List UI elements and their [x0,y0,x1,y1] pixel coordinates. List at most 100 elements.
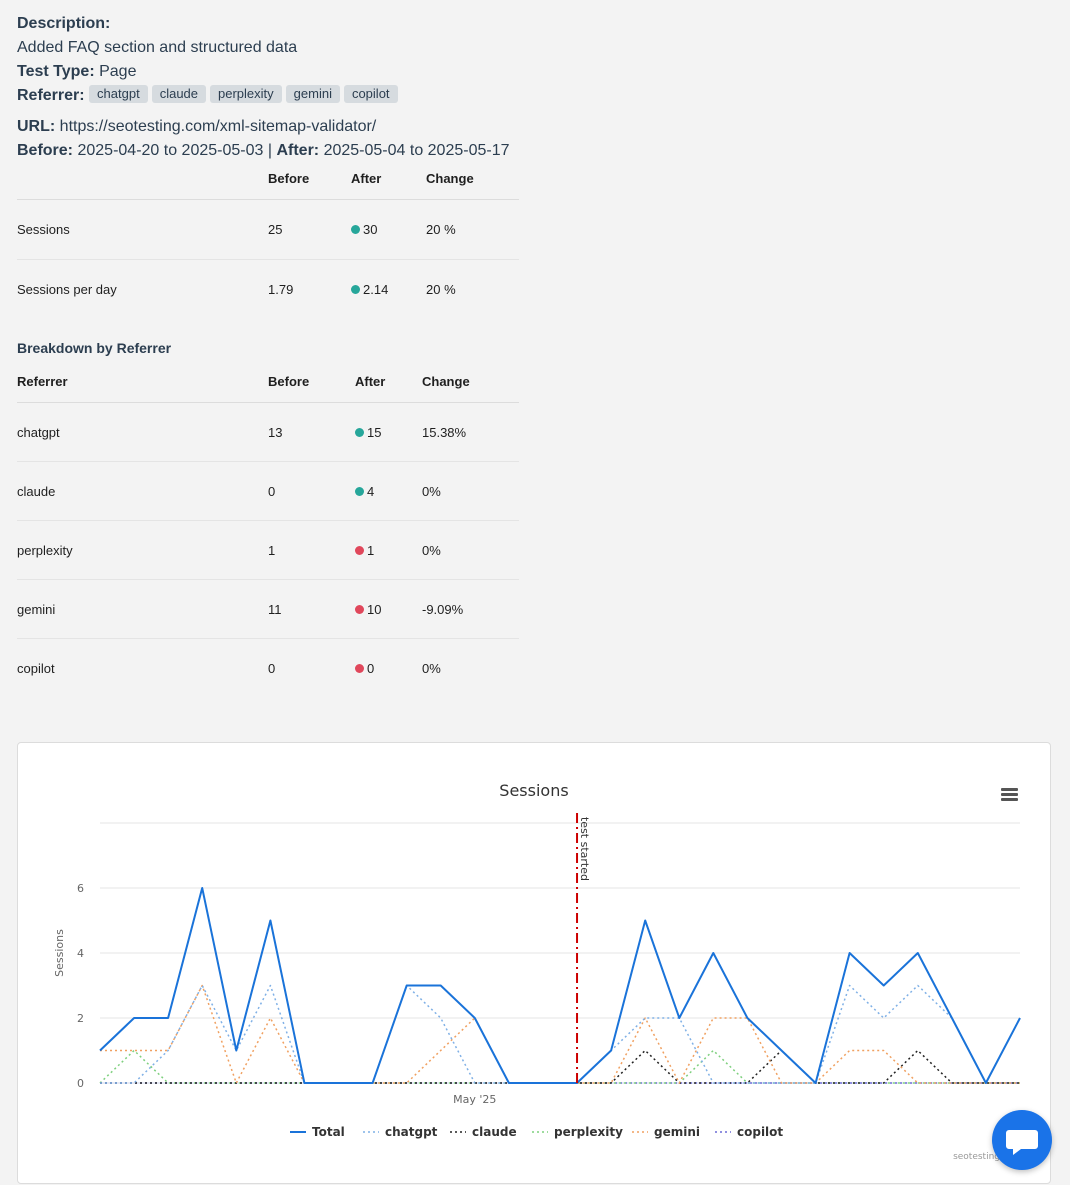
referrer-tag-chatgpt: chatgpt [89,85,148,103]
metric-label: Sessions per day [17,282,117,297]
status-down-icon [355,663,364,673]
y-axis-label: Sessions [53,929,66,977]
test-type-value: Page [99,63,137,80]
breakdown-table: Referrer Before After Change chatgpt 13 … [17,371,519,697]
summary-table: Before After Change Sessions 25 30 20 % … [17,168,519,319]
legend-label: gemini [654,1125,700,1139]
summary-header-row: Before After Change [17,168,519,200]
change-value: 0% [422,461,519,521]
summary-header-after: After [351,168,426,200]
legend-item-chatgpt[interactable]: chatgpt [363,1125,438,1139]
y-tick-label: 2 [77,1012,84,1025]
after-cell: 10 [355,579,422,639]
hamburger-menu-icon[interactable] [998,784,1020,804]
breakdown-header-change: Change [422,371,519,403]
after-cell: 2.14 [351,260,426,320]
series-line-claude [100,1049,1020,1084]
status-up-icon [351,285,360,294]
before-value: 11 [268,579,355,639]
before-label: Before: [17,142,74,159]
legend-label: claude [472,1125,517,1139]
url-line: URL: https://seotesting.com/xml-sitemap-… [17,115,510,139]
legend-item-perplexity[interactable]: perplexity [532,1125,623,1139]
description-label: Description: [17,15,111,32]
url-value: https://seotesting.com/xml-sitemap-valid… [59,118,377,135]
status-down-icon [355,545,364,555]
status-up-icon [355,427,364,437]
chat-bubble-icon [1006,1130,1038,1155]
metric-label: Sessions [17,199,268,260]
chat-button[interactable] [992,1110,1052,1170]
after-cell: 1 [355,520,422,580]
legend-item-copilot[interactable]: copilot [715,1125,783,1139]
x-tick-label: May '25 [453,1093,496,1106]
chart-credit: seotesting [953,1152,1000,1162]
test-info: Description: Added FAQ section and struc… [17,12,510,163]
after-range: 2025-05-04 to 2025-05-17 [323,142,510,159]
referrer-name: copilot [17,660,55,676]
legend-item-total[interactable]: Total [290,1125,345,1139]
referrer-label: Referrer: [17,87,85,104]
after-value: 0 [367,660,375,676]
series-line-chatgpt [100,984,1021,1084]
status-up-icon [355,486,364,496]
breakdown-header-row: Referrer Before After Change [17,371,519,403]
description-label-line: Description: [17,12,510,36]
y-tick-label: 4 [77,947,84,960]
chart-title: Sessions [499,781,568,800]
change-value: 15.38% [422,402,519,462]
summary-header-before: Before [268,168,351,200]
sessions-chart: Sessions Sessions 0 2 4 6 May '25 test start… [53,781,1021,1162]
legend-label: Total [312,1125,345,1139]
after-value: 30 [363,222,378,237]
url-label: URL: [17,118,56,135]
after-value: 1 [367,542,375,558]
status-down-icon [355,604,364,614]
y-tick-label: 6 [77,882,84,895]
legend-item-claude[interactable]: claude [450,1125,517,1139]
y-tick-label: 0 [77,1077,84,1090]
referrer-name: perplexity [17,520,268,580]
after-value: 15 [367,424,382,440]
before-value: 1.79 [268,282,294,297]
table-row: Sessions per day 1.79 2.14 20 % [17,260,519,320]
test-type-label: Test Type: [17,63,95,80]
change-value: 20 % [426,199,519,260]
after-value: 4 [367,483,375,499]
breakdown-header-referrer: Referrer [17,371,268,403]
status-up-icon [351,225,360,234]
table-row: gemini 11 10 -9.09% [17,579,519,639]
referrer-name: chatgpt [17,402,268,462]
table-row: Sessions 25 30 20 % [17,199,519,260]
before-range: 2025-04-20 to 2025-05-03 [77,142,264,159]
change-value: 0% [422,660,441,676]
series-line-gemini [100,984,1020,1084]
legend-label: copilot [737,1125,783,1139]
after-cell: 4 [355,461,422,521]
date-range-line: Before: 2025-04-20 to 2025-05-03 | After… [17,139,510,163]
change-value: 20 % [426,282,456,297]
table-row: copilot 0 0 0% [17,639,519,698]
before-value: 25 [268,199,351,260]
summary-header-change: Change [426,168,519,200]
before-value: 0 [268,660,276,676]
referrer-tag-claude: claude [151,85,207,103]
legend-item-gemini[interactable]: gemini [632,1125,700,1139]
after-value: 10 [367,601,382,617]
series-line-perplexity [99,1049,1020,1084]
table-row: perplexity 1 1 0% [17,520,519,580]
summary-header-metric [17,168,268,200]
after-cell: 15 [355,402,422,462]
table-row: chatgpt 13 15 15.38% [17,402,519,462]
breakdown-header-before: Before [268,371,355,403]
before-value: 13 [268,402,355,462]
description-value: Added FAQ section and structured data [17,39,298,56]
change-value: 0% [422,520,519,580]
referrer-name: gemini [17,579,268,639]
referrer-line: Referrer: chatgpt claude perplexity gemini c… [17,84,510,108]
after-value: 2.14 [363,282,389,297]
before-value: 0 [268,461,355,521]
breakdown-header-after: After [355,371,422,403]
after-cell: 0 [355,639,422,698]
breakdown-title: Breakdown by Referrer [17,340,172,356]
